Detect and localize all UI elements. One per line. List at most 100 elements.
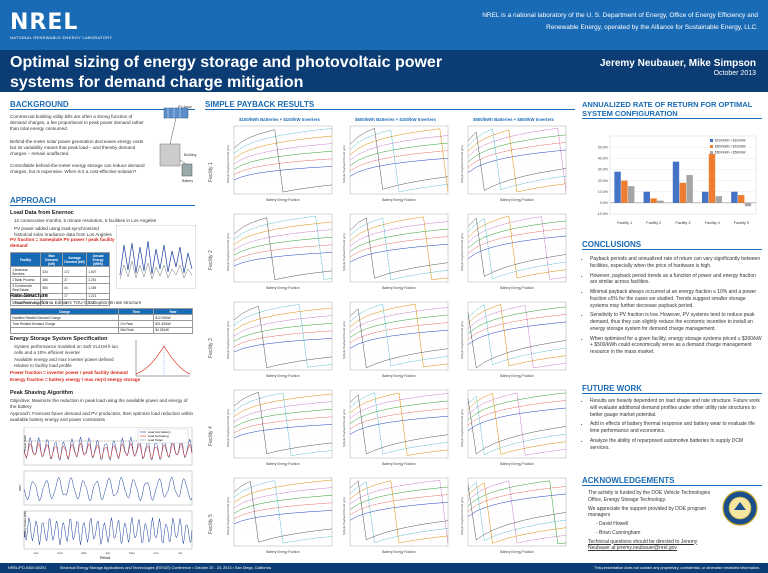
bar-ytick-label: 10.0% [598, 190, 609, 194]
ts-ylabel-battery: Battery Power (kW) [23, 511, 27, 537]
payback-series-line [467, 321, 567, 345]
bar-category-label: Facility 5 [734, 221, 749, 225]
ack-list: The activity is funded by the DOE Vehicl… [588, 490, 716, 552]
load-data-bullet-1: 12 consecutive months, 5 minute resoluti… [14, 218, 157, 223]
future-work-heading: FUTURE WORK [582, 384, 762, 394]
facility-table-header: Annual Energy (MWh) [86, 251, 110, 268]
payback-series-line [467, 305, 567, 369]
diagram-label-battery: Battery [182, 179, 193, 183]
payback-series-line [233, 217, 333, 280]
payback-series-line [349, 392, 449, 456]
storage-curve-chart [135, 340, 191, 377]
ts-series-line [23, 476, 193, 502]
ack-item: - Brian Cunningham [596, 529, 641, 536]
bar-mark [657, 200, 664, 203]
ts-legend: Load (w/o battery) Load (w/ battery) Loa… [137, 428, 189, 444]
payback-series-line [349, 303, 449, 367]
payback-chart: Battery Energy Fraction Simple Payback Pe… [342, 213, 449, 290]
peak-algo-approach: Approach: Forecast future demand and PV … [10, 411, 194, 423]
payback-chart: Battery Energy Fraction Simple Payback Pe… [460, 389, 567, 466]
payback-series-line [233, 480, 333, 543]
payback-series-line [233, 166, 333, 181]
bar-mark [672, 161, 680, 203]
payback-ylabel: Simple Payback Period (yrs) [226, 409, 230, 447]
payback-series-line [349, 135, 449, 161]
footer-bar: NREL/PO-5400-60291 Electrical Energy Sto… [0, 563, 768, 573]
future-item: Results are heavily dependent on load sh… [590, 398, 762, 418]
payback-series-line [467, 407, 567, 431]
peak-shaving-timeseries: Power (kW) SOC Battery Power (kW) Period… [18, 427, 193, 560]
payback-series-line [233, 304, 333, 368]
pv-fraction-definition: PV fraction = nameplate PV power / peak … [10, 237, 115, 249]
payback-col-1: $100/kWh Batteries + $100/kW Inverters [239, 117, 320, 122]
payback-series-line [349, 303, 449, 368]
payback-series-line [467, 304, 567, 367]
battery-icon [181, 163, 193, 177]
payback-xlabel: Battery Energy Fraction [382, 550, 416, 554]
payback-series-line [233, 252, 333, 267]
payback-series-line [349, 142, 449, 166]
poster-title: Optimal sizing of energy storage and pho… [10, 54, 443, 91]
bar-legend-label: $100/kWh + $100/kW [715, 139, 746, 143]
payback-series-line [233, 330, 333, 347]
bar-mark [614, 171, 621, 203]
payback-series-line [233, 129, 333, 193]
bar-ytick-label: 0.0% [600, 201, 609, 205]
payback-xlabel: Battery Energy Fraction [500, 286, 534, 290]
payback-series-line [349, 480, 449, 544]
payback-series-line [349, 408, 449, 430]
payback-ylabel: Simple Payback Period (yrs) [226, 497, 230, 535]
payback-series-line [467, 398, 567, 455]
storage-spec-bullet-1: System performance modeled on Saft VL41M… [14, 344, 118, 356]
payback-series-line [233, 479, 333, 503]
payback-series-line [349, 501, 449, 521]
nrel-logo-subtitle: NATIONAL RENEWABLE ENERGY LABORATORY [10, 35, 113, 40]
payback-series-line [349, 393, 449, 419]
conclusion-item: Minimal payback always occurred at an en… [590, 289, 762, 309]
payback-series-line [349, 150, 449, 172]
payback-chart: Battery Energy Fraction Simple Payback Pe… [460, 213, 567, 290]
payback-row-label: Facility 3 [208, 338, 214, 358]
footer-conference: Electrical Energy Storage Applications a… [60, 566, 271, 570]
payback-series-line [467, 215, 567, 279]
payback-xlabel: Battery Energy Fraction [382, 374, 416, 378]
payback-series-line [467, 484, 567, 541]
payback-series-line [349, 217, 449, 281]
payback-series-line [233, 480, 333, 544]
payback-series-line [233, 416, 333, 433]
payback-ylabel: Simple Payback Period (yrs) [460, 497, 464, 535]
payback-series-line [233, 143, 333, 165]
payback-series-line [233, 215, 333, 280]
payback-ylabel: Simple Payback Period (yrs) [460, 321, 464, 359]
poster-date: October 2013 [713, 70, 756, 77]
payback-series-line [467, 395, 567, 455]
rate-structure-bullet: Southern California Edison's TOU-GS-2 op… [14, 300, 142, 305]
conclusions-heading: CONCLUSIONS [582, 240, 762, 250]
payback-series-line [233, 510, 333, 525]
bar-ytick-label: 40.0% [598, 156, 609, 160]
payback-ylabel: Simple Payback Period (yrs) [226, 233, 230, 271]
approach-heading: APPROACH [10, 196, 195, 206]
payback-series-line [233, 494, 333, 514]
rate-structure-heading: Rate Structure [10, 293, 48, 299]
payback-xlabel: Battery Energy Fraction [382, 462, 416, 466]
ack-contact[interactable]: Technical questions should be directed t… [588, 538, 698, 552]
payback-xlabel: Battery Energy Fraction [266, 198, 300, 202]
bar-ytick-label: -10.0% [597, 212, 609, 216]
payback-series-line [467, 306, 567, 335]
payback-series-line [467, 128, 567, 191]
payback-chart: Battery Energy Fraction Simple Payback Pe… [342, 389, 449, 466]
ack-heading: ACKNOWLEDGEMENTS [582, 476, 762, 486]
payback-series-line [467, 314, 567, 340]
payback-series-line [467, 312, 567, 369]
payback-xlabel: Battery Energy Fraction [266, 550, 300, 554]
payback-ylabel: Simple Payback Period (yrs) [342, 321, 346, 359]
payback-series-line [233, 236, 333, 256]
payback-series-line [349, 329, 449, 349]
payback-series-line [349, 392, 449, 455]
bar-mark [628, 186, 635, 203]
payback-chart: Battery Energy Fraction Simple Payback Pe… [460, 125, 567, 202]
bar-category-label: Facility 1 [617, 221, 632, 225]
authors: Jeremy Neubauer, Mike Simpson [599, 58, 756, 69]
table-row: 1 Business Services 334 172 1,507 [9, 266, 110, 278]
